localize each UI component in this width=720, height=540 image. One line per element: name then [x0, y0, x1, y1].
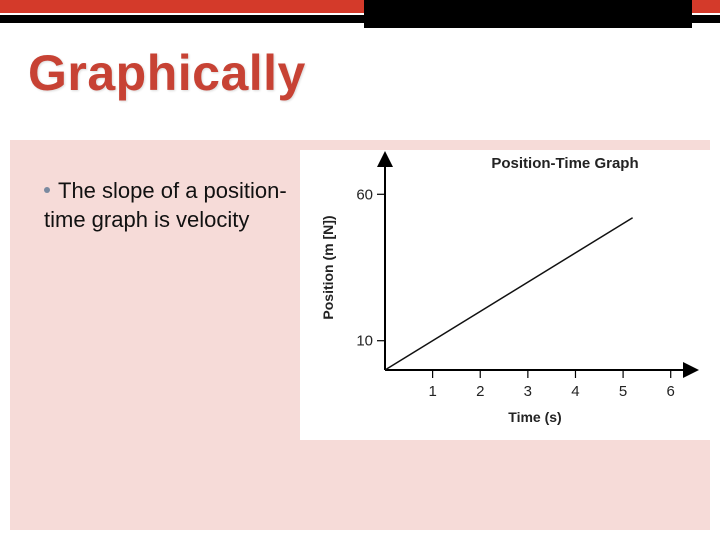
bullet-label: The slope of a position-time graph is ve… — [44, 178, 287, 232]
svg-text:Position (m [N]): Position (m [N]) — [320, 215, 336, 319]
svg-text:3: 3 — [524, 383, 532, 400]
position-time-chart: Position-Time Graph 1 2 3 4 5 6 10 60 Time (s) Pos… — [300, 150, 710, 440]
bullet-icon — [44, 187, 50, 193]
svg-text:2: 2 — [476, 383, 484, 400]
bullet-point: The slope of a position-time graph is ve… — [44, 176, 294, 234]
svg-text:1: 1 — [428, 383, 436, 400]
slide: Graphically The slope of a position-time… — [0, 0, 720, 540]
svg-text:Position-Time Graph: Position-Time Graph — [491, 155, 638, 172]
chart-svg: Position-Time Graph 1 2 3 4 5 6 10 60 Time (s) Pos… — [300, 150, 710, 440]
svg-text:5: 5 — [619, 383, 627, 400]
svg-text:4: 4 — [571, 383, 579, 400]
decorative-black-box — [364, 0, 692, 28]
svg-text:60: 60 — [356, 186, 373, 203]
svg-text:10: 10 — [356, 333, 373, 350]
svg-text:6: 6 — [667, 383, 675, 400]
svg-text:Time (s): Time (s) — [508, 409, 561, 425]
slide-title: Graphically — [28, 44, 306, 102]
